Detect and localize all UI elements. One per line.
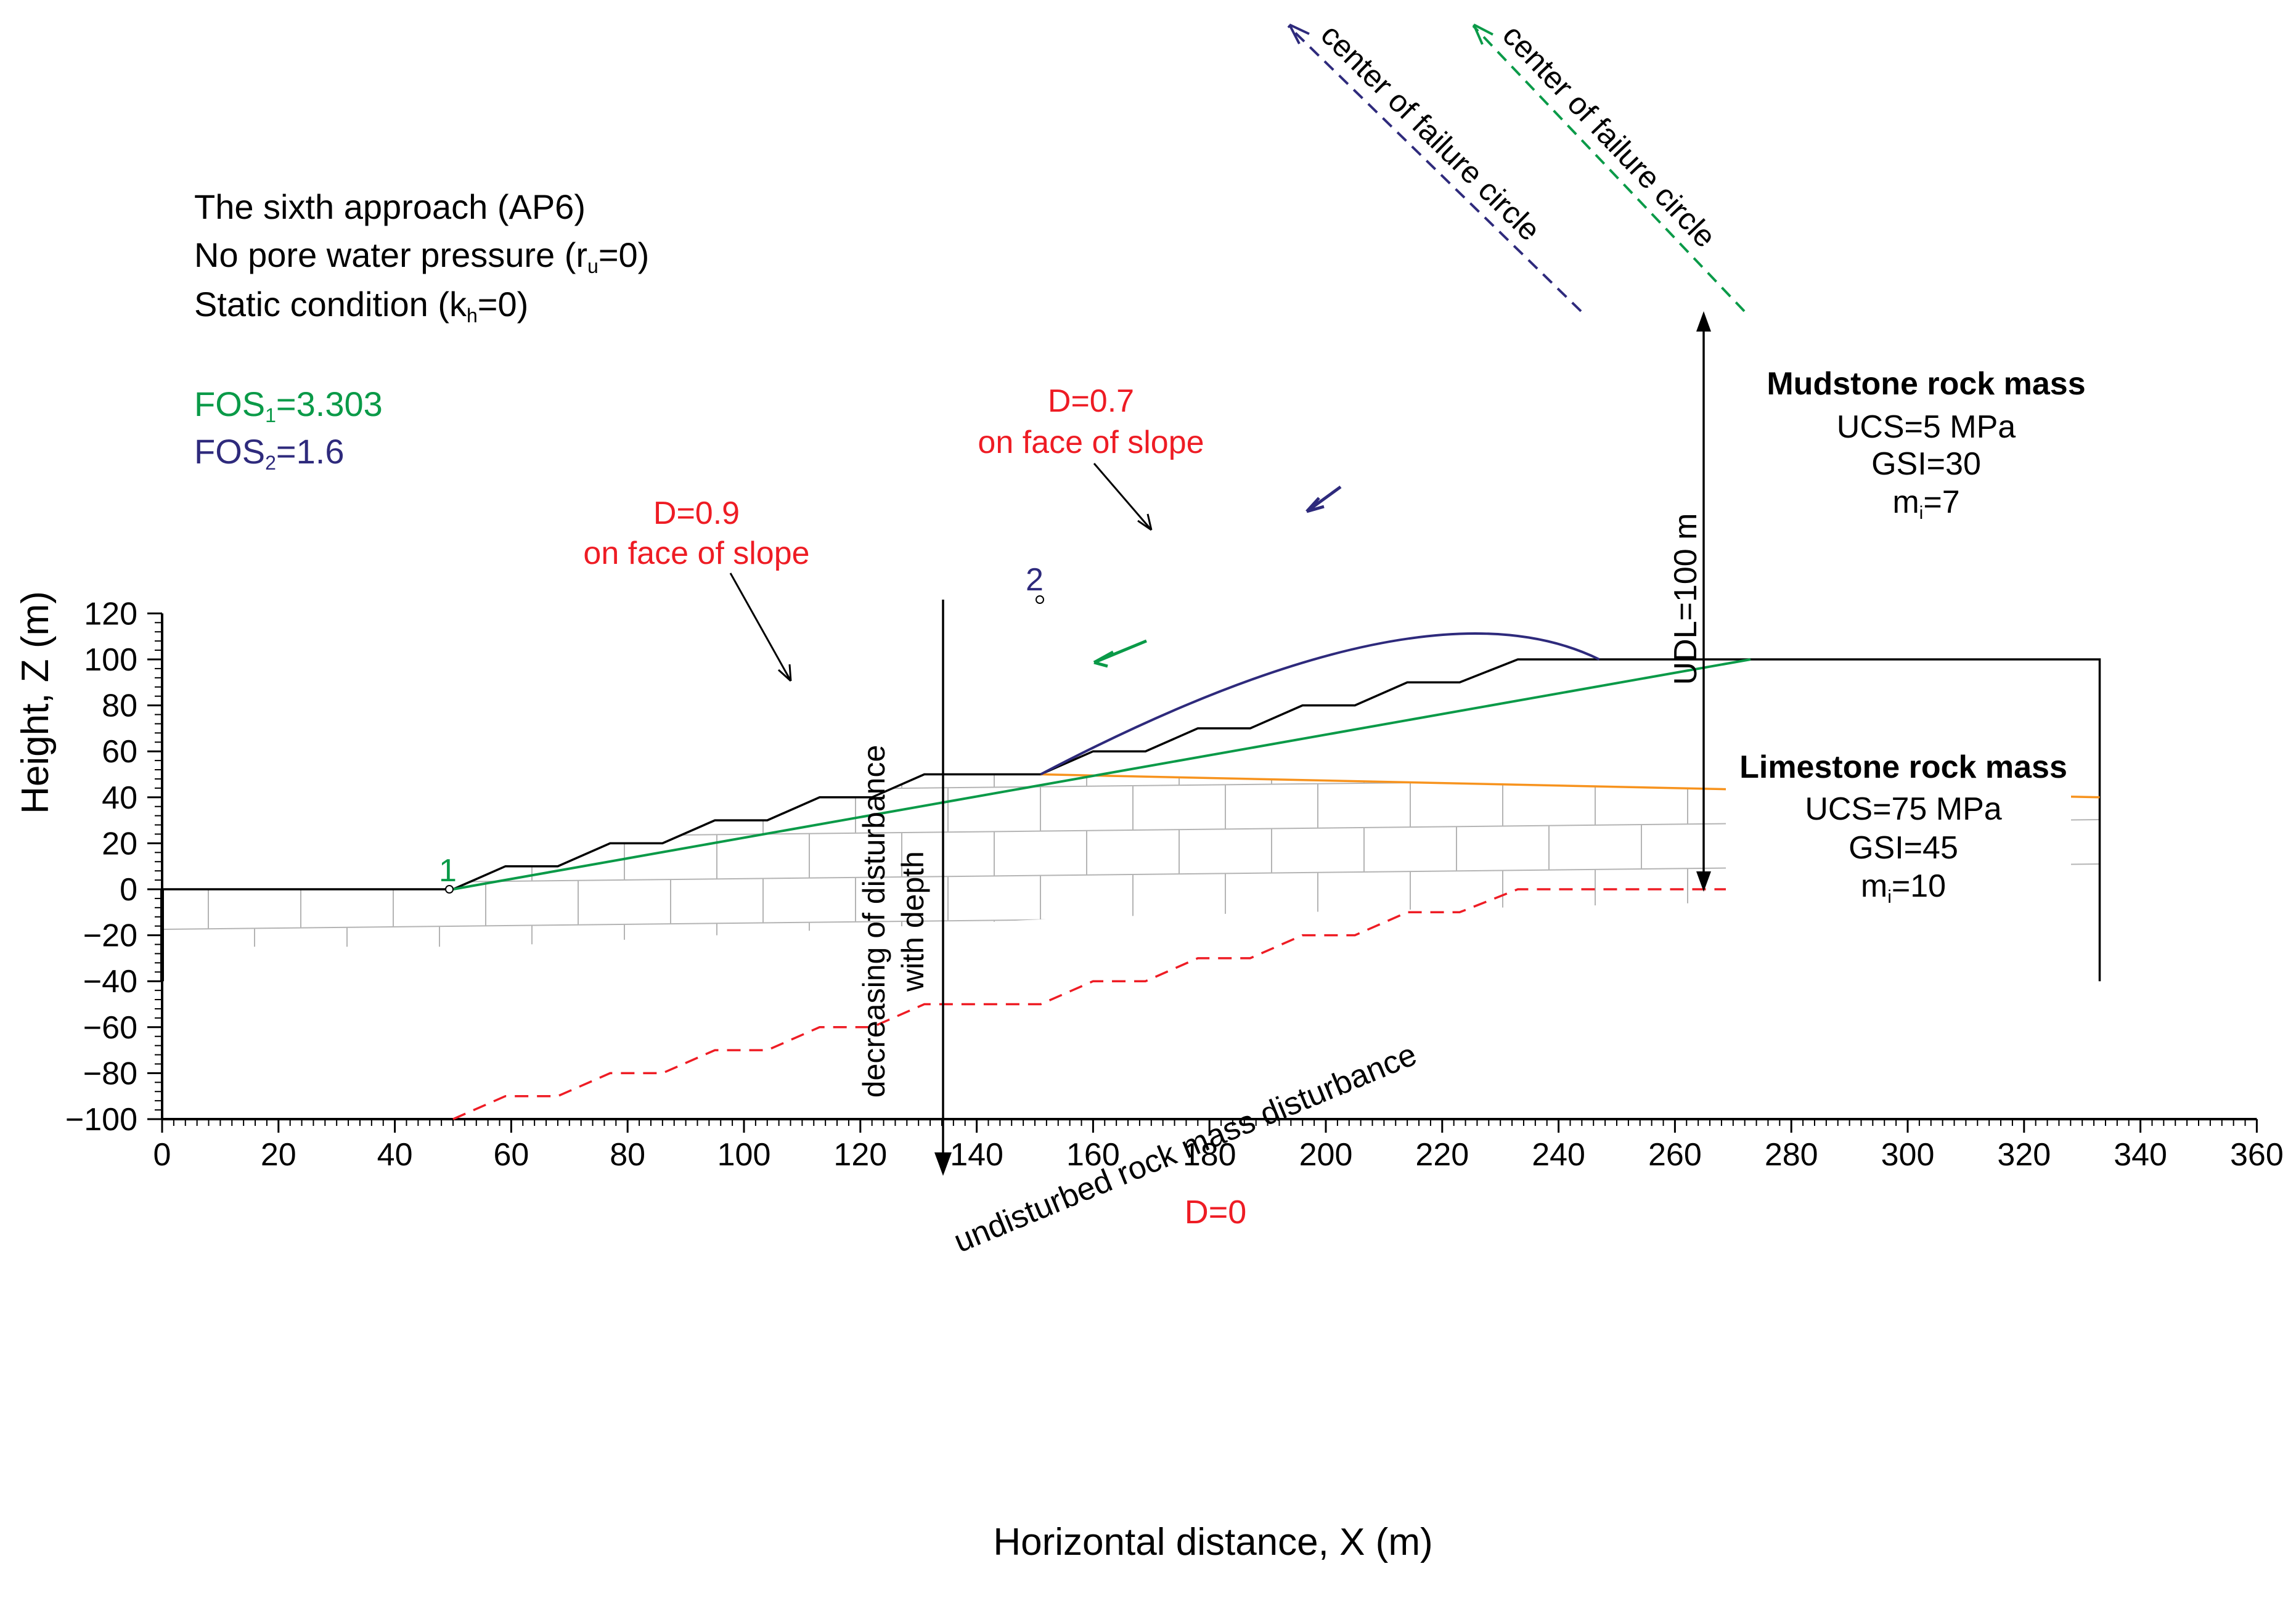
x-tick-label: 240	[1532, 1137, 1585, 1173]
x-tick-label: 160	[1066, 1137, 1120, 1173]
movement-arrow-2	[1305, 485, 1342, 513]
x-tick-label: 60	[493, 1137, 529, 1173]
x-tick-label: 120	[833, 1137, 887, 1173]
x-tick-label: 0	[153, 1137, 171, 1173]
mudstone-legend-bg	[1741, 364, 2086, 530]
limestone-gsi: GSI=45	[1849, 830, 1958, 866]
x-axis-label: Horizontal distance, X (m)	[993, 1521, 1432, 1563]
center-arrowhead-2	[1288, 23, 1310, 44]
undisturbed-boundary	[452, 888, 1780, 1120]
fos-1: FOS1=3.303	[194, 385, 383, 426]
x-axis-ticks: 0 20 40 60 80 100 120 140 160 180 200 220 240 260 280 3…	[153, 1119, 2284, 1173]
x-tick-label: 200	[1299, 1137, 1353, 1173]
udl-arrowhead-bottom	[1696, 871, 1711, 892]
x-tick-label: 260	[1648, 1137, 1702, 1173]
limestone-mi: mi=10	[1861, 868, 1946, 907]
y-axis-ticks: 120 100 80 60 40 20 0 −20 −40 −60 −80 −100	[65, 596, 162, 1138]
x-tick-label: 360	[2230, 1137, 2284, 1173]
info-line-2: No pore water pressure (ru=0)	[194, 235, 649, 277]
x-tick-label: 40	[377, 1137, 413, 1173]
limestone-ucs: UCS=75 MPa	[1805, 791, 2001, 827]
d07-leader-head	[1137, 513, 1153, 531]
d09-label-1: D=0.9	[653, 495, 740, 531]
udl-arrowhead-top	[1696, 311, 1711, 332]
limestone-legend-bg	[1726, 743, 2071, 909]
y-tick-label: −100	[65, 1102, 137, 1138]
axes: 0 20 40 60 80 100 120 140 160 180 200 220 240 260 280 3…	[14, 591, 2284, 1563]
x-tick-label: 300	[1881, 1137, 1935, 1173]
point-1-label: 1	[439, 853, 457, 889]
d0-label: D=0	[1185, 1194, 1247, 1231]
y-tick-label: 0	[120, 872, 137, 908]
d07-label-1: D=0.7	[1048, 383, 1134, 419]
point-1-marker	[445, 885, 454, 894]
info-line-1: The sixth approach (AP6)	[194, 187, 586, 226]
depth-label-line2: with depth	[896, 851, 930, 992]
mudstone-ucs: UCS=5 MPa	[1837, 409, 2016, 445]
info-line-3: Static condition (kh=0)	[194, 285, 528, 327]
point-2-label: 2	[1026, 562, 1044, 598]
center-line-1	[1472, 25, 1746, 312]
mudstone-gsi: GSI=30	[1871, 446, 1981, 482]
x-tick-label: 220	[1415, 1137, 1469, 1173]
y-tick-label: −80	[83, 1056, 137, 1091]
y-tick-label: −40	[83, 964, 137, 1000]
d09-leader	[729, 573, 792, 682]
y-tick-label: 100	[84, 642, 137, 678]
fos-2: FOS2=1.6	[194, 432, 344, 474]
movement-arrow-1	[1093, 639, 1147, 668]
center-line-2	[1287, 25, 1582, 312]
y-tick-label: −20	[83, 918, 137, 954]
d07-label-2: on face of slope	[978, 425, 1204, 460]
x-tick-label: 180	[1183, 1137, 1236, 1173]
x-tick-label: 320	[1997, 1137, 2051, 1173]
d09-leader-head	[777, 664, 792, 682]
y-tick-label: 20	[102, 826, 137, 862]
udl-label: UDL=100 m	[1668, 513, 1704, 685]
x-tick-label: 100	[717, 1137, 771, 1173]
y-tick-label: 40	[102, 780, 137, 816]
mudstone-title: Mudstone rock mass	[1767, 366, 2085, 402]
y-tick-label: 120	[84, 596, 137, 632]
info-block: The sixth approach (AP6) No pore water p…	[194, 187, 649, 474]
point-2-marker	[1036, 595, 1044, 604]
mudstone-mi: mi=7	[1892, 484, 1959, 523]
center-arrowhead-1	[1473, 23, 1493, 45]
x-tick-label: 20	[261, 1137, 296, 1173]
x-tick-label: 80	[610, 1137, 645, 1173]
y-tick-label: −60	[83, 1010, 137, 1046]
slip-surface-1	[452, 658, 1751, 890]
limestone-title: Limestone rock mass	[1739, 749, 2067, 785]
slip-surface-2	[1040, 632, 1600, 776]
d07-leader	[1093, 463, 1153, 531]
x-tick-label: 140	[950, 1137, 1003, 1173]
y-axis-label: Height, Z (m)	[14, 591, 57, 814]
d09-label-2: on face of slope	[583, 536, 809, 571]
x-tick-label: 280	[1765, 1137, 1818, 1173]
x-tick-label: 340	[2114, 1137, 2167, 1173]
depth-label-line1: decreasing of disturbance	[857, 745, 891, 1098]
y-tick-label: 60	[102, 734, 137, 770]
y-tick-label: 80	[102, 688, 137, 724]
depth-arrowhead	[934, 1152, 952, 1176]
